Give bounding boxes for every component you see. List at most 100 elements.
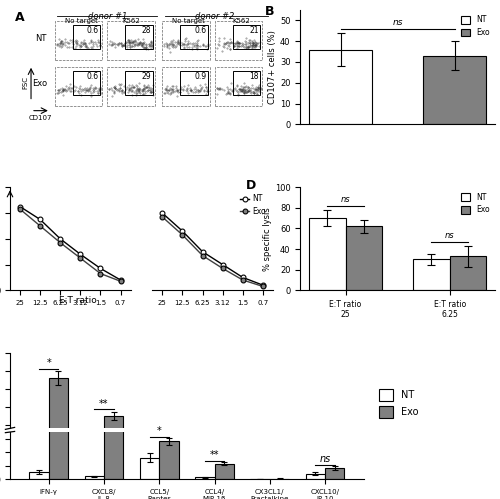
Point: [135, 86, 143, 94]
Point: [139, 85, 147, 93]
Point: [186, 84, 194, 92]
Point: [91, 38, 99, 46]
Point: [142, 41, 150, 49]
Point: [147, 84, 155, 92]
Point: [148, 40, 156, 48]
Bar: [309, 218, 346, 290]
Point: [239, 42, 247, 50]
Point: [75, 83, 83, 91]
Point: [56, 39, 64, 47]
Point: [256, 83, 264, 91]
Point: [170, 36, 177, 44]
Point: [125, 41, 133, 49]
Point: [130, 39, 138, 47]
Point: [180, 35, 188, 43]
Point: [120, 41, 128, 49]
Point: [246, 36, 254, 44]
Point: [140, 85, 147, 93]
Point: [95, 38, 103, 46]
Point: [133, 85, 141, 93]
Point: [252, 41, 260, 49]
Y-axis label: % specific lysis: % specific lysis: [263, 207, 272, 270]
Point: [147, 88, 155, 96]
Bar: [214, 457, 234, 461]
Point: [224, 85, 232, 93]
Point: [252, 86, 260, 94]
Point: [178, 41, 186, 49]
Point: [164, 41, 172, 49]
Point: [126, 85, 134, 93]
Legend: NT, Exo: NT, Exo: [237, 191, 269, 219]
Point: [94, 41, 102, 49]
Point: [176, 85, 184, 93]
Point: [125, 80, 133, 88]
Point: [246, 42, 254, 50]
Point: [162, 86, 170, 94]
Point: [128, 42, 136, 50]
Point: [228, 38, 236, 46]
Point: [184, 39, 192, 47]
Point: [255, 42, 263, 50]
Point: [70, 87, 78, 95]
Point: [175, 39, 183, 47]
Point: [249, 38, 257, 46]
Point: [196, 86, 204, 94]
Point: [212, 84, 220, 92]
Point: [147, 44, 155, 52]
Point: [116, 39, 124, 47]
Point: [182, 43, 190, 51]
Point: [86, 87, 94, 95]
Point: [135, 39, 143, 47]
Point: [114, 41, 122, 49]
Point: [240, 85, 248, 93]
FancyBboxPatch shape: [54, 67, 102, 106]
Point: [126, 38, 134, 46]
Point: [118, 41, 126, 49]
Point: [215, 84, 223, 92]
Point: [58, 91, 66, 99]
Point: [240, 43, 248, 51]
Point: [124, 41, 132, 49]
Point: [224, 38, 232, 46]
Point: [248, 81, 256, 89]
Point: [128, 81, 136, 89]
Point: [254, 83, 262, 91]
Point: [112, 40, 120, 48]
Point: [138, 40, 146, 48]
Point: [117, 39, 125, 47]
Point: [234, 43, 241, 51]
Point: [138, 86, 146, 94]
Point: [112, 84, 120, 92]
Point: [250, 35, 258, 43]
Point: [53, 89, 61, 97]
Point: [129, 83, 137, 91]
Point: [82, 86, 90, 94]
Point: [203, 85, 211, 93]
Point: [197, 84, 205, 92]
Point: [110, 83, 118, 91]
Point: [138, 39, 146, 47]
Point: [162, 89, 170, 97]
Point: [72, 36, 80, 44]
Point: [142, 83, 150, 91]
Point: [183, 84, 191, 92]
Point: [64, 83, 72, 91]
Point: [225, 42, 233, 50]
Point: [96, 41, 104, 49]
Text: *: *: [157, 426, 162, 436]
Point: [253, 90, 261, 98]
Point: [60, 85, 68, 93]
Point: [137, 40, 145, 48]
Point: [88, 38, 96, 46]
Bar: [104, 416, 124, 461]
Point: [202, 45, 210, 53]
Point: [254, 85, 262, 93]
Point: [172, 86, 179, 94]
Point: [84, 85, 92, 93]
Point: [188, 39, 196, 47]
Text: donor #2: donor #2: [196, 12, 234, 21]
Point: [126, 38, 134, 46]
Point: [192, 41, 200, 49]
Point: [187, 85, 195, 93]
Point: [226, 35, 234, 43]
